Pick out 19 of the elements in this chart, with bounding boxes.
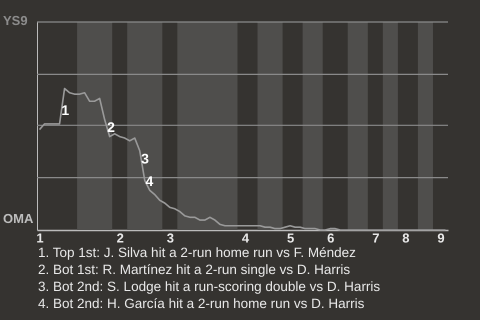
text: 1. Top 1st: J. Silva hit a 2-run home run vs F. Méndez [38, 244, 357, 261]
annotation: 3 [141, 150, 150, 166]
x-tick-label: 5 [287, 230, 294, 246]
x-tick-label: 8 [402, 230, 410, 246]
x-tick-label: 4 [242, 230, 250, 246]
x-tick-label: 9 [437, 230, 445, 246]
annotation: 4 [145, 172, 154, 189]
annotation: 2 [107, 119, 116, 136]
annotation: 1 [61, 102, 70, 118]
x-tick-label: 2 [116, 230, 124, 246]
text: OMA [3, 211, 34, 226]
text: YS9 [3, 13, 28, 28]
text: 2. Bot 1st: R. Martínez hit a 2-run single vs D. Harris [38, 261, 352, 278]
text: 4. Bot 2nd: H. García hit a 2-run home run vs D. Harris [38, 295, 366, 312]
x-tick-label: 7 [372, 230, 380, 246]
x-tick-label: 3 [166, 230, 174, 246]
x-tick-label: 6 [327, 230, 334, 246]
text: 3. Bot 2nd: S. Lodge hit a run-scoring double vs D. Harris [38, 278, 380, 295]
x-tick-label: 1 [36, 230, 44, 246]
